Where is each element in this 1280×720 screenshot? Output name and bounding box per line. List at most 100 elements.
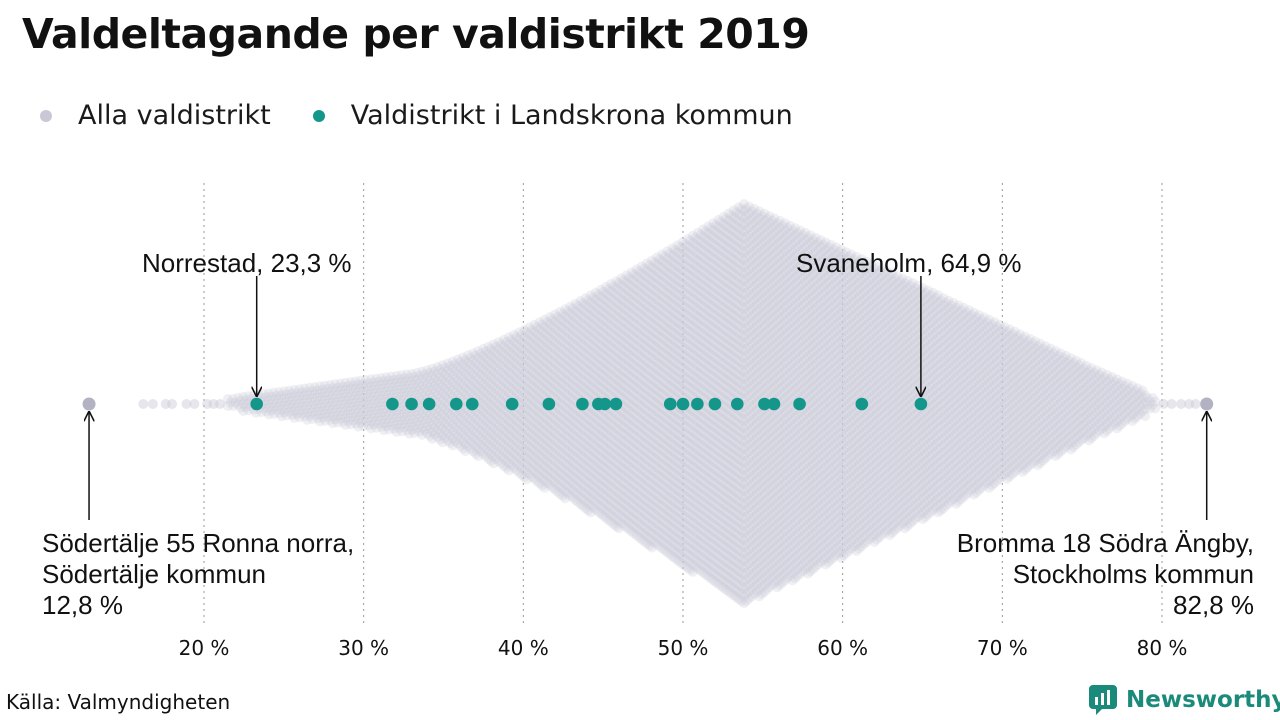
district-dot — [401, 369, 412, 380]
district-dot — [419, 425, 430, 436]
district-dot — [491, 348, 502, 359]
district-dot — [539, 447, 550, 458]
district-dot — [532, 385, 543, 396]
district-dot — [511, 332, 522, 343]
district-dot — [243, 405, 254, 416]
district-dot — [445, 416, 456, 427]
district-dot — [406, 390, 417, 400]
district-dot — [373, 376, 384, 387]
district-dot — [427, 426, 438, 437]
district-dot — [340, 377, 351, 388]
district-dot — [527, 338, 537, 349]
district-dot — [534, 338, 545, 349]
district-dot — [363, 406, 374, 417]
district-dot — [360, 403, 371, 414]
district-dot — [514, 355, 525, 366]
district-dot — [539, 349, 550, 360]
district-dot — [509, 448, 520, 459]
district-dot — [501, 449, 512, 459]
district-dot — [509, 455, 520, 466]
district-dot — [481, 451, 491, 462]
district-dot — [504, 374, 514, 385]
district-dot — [261, 392, 272, 403]
district-dot — [294, 412, 305, 423]
district-dot — [475, 439, 486, 450]
district-dot — [297, 401, 307, 412]
district-dot — [473, 388, 484, 399]
district-dot — [501, 379, 512, 389]
district-dot — [501, 435, 512, 445]
district-dot — [266, 391, 277, 402]
district-dot — [432, 383, 443, 393]
district-dot — [521, 397, 532, 408]
district-dot — [353, 407, 364, 418]
district-dot — [376, 373, 387, 383]
district-dot — [468, 418, 479, 429]
district-dot — [394, 381, 405, 391]
district-dot — [481, 409, 491, 420]
district-dot — [455, 441, 466, 451]
district-dot — [271, 397, 282, 408]
district-dot — [504, 388, 514, 399]
district-dot — [473, 374, 484, 385]
district-dot — [452, 375, 463, 386]
district-dot — [519, 437, 530, 447]
district-dot — [521, 369, 532, 380]
district-dot — [478, 406, 489, 417]
district-dot — [368, 412, 379, 423]
district-dot — [475, 446, 486, 457]
district-dot — [450, 436, 461, 446]
district-dot — [516, 343, 527, 354]
district-dot — [524, 322, 535, 333]
district-dot — [496, 381, 507, 392]
district-dot — [263, 395, 274, 406]
district-dot — [529, 417, 540, 428]
district-dot — [320, 394, 330, 405]
district-dot — [516, 455, 527, 466]
district-dot — [355, 410, 366, 421]
district-dot — [435, 364, 445, 375]
district-dot — [473, 437, 484, 448]
district-dot — [473, 451, 484, 462]
district-dot — [542, 331, 553, 341]
district-dot — [294, 405, 305, 416]
district-dot — [424, 382, 435, 392]
district-dot — [488, 402, 499, 413]
district-dot — [460, 418, 471, 428]
district-dot — [483, 355, 494, 366]
district-dot — [389, 409, 399, 420]
district-dot — [534, 394, 545, 405]
district-dot — [534, 366, 545, 377]
district-dot — [276, 390, 287, 401]
district-dot — [345, 398, 356, 409]
district-dot — [481, 381, 491, 392]
district-dot — [373, 404, 384, 415]
district-dot — [539, 482, 550, 493]
district-dot — [534, 401, 545, 412]
district-dot — [514, 327, 525, 338]
district-dot — [475, 390, 486, 401]
district-dot — [343, 395, 353, 406]
district-dot — [506, 418, 517, 429]
district-dot — [483, 341, 494, 352]
district-dot — [524, 420, 535, 431]
district-dot — [539, 356, 550, 367]
district-dot — [378, 411, 389, 422]
district-dot — [506, 460, 517, 471]
district-dot — [486, 379, 497, 389]
district-dot — [452, 382, 463, 393]
district-dot — [412, 410, 422, 420]
district-dot — [491, 411, 502, 422]
district-dot — [355, 389, 366, 400]
district-dot — [519, 451, 530, 461]
district-dot — [488, 444, 499, 455]
district-dot — [514, 369, 525, 380]
district-dot — [350, 390, 361, 401]
district-dot — [427, 370, 438, 381]
district-dot — [291, 402, 302, 413]
district-dot — [491, 432, 502, 443]
district-dot — [537, 347, 548, 358]
district-dot — [527, 324, 537, 335]
district-dot — [509, 420, 520, 431]
district-dot — [381, 372, 392, 383]
